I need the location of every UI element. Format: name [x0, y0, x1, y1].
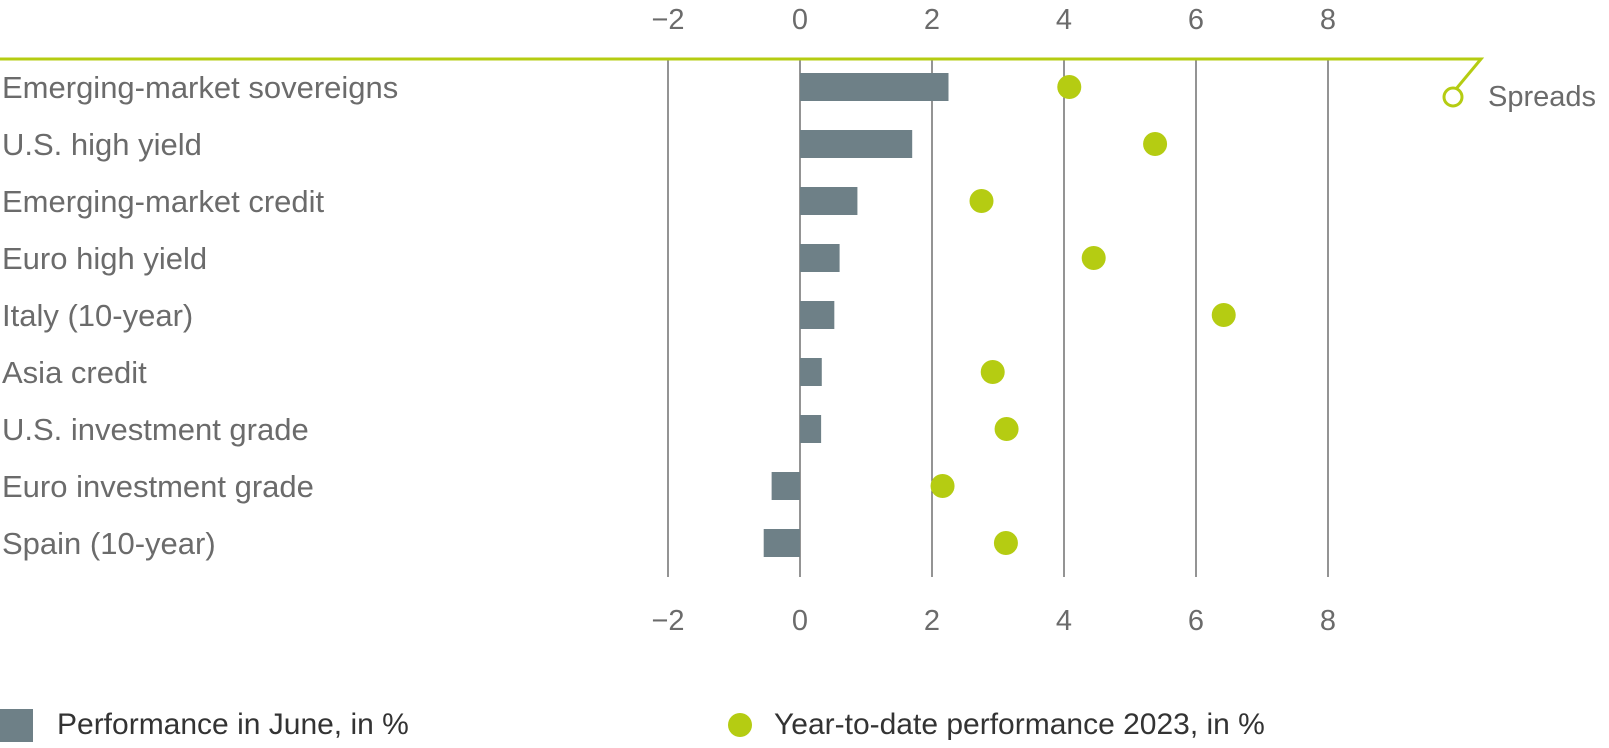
x-tick-label-top: 2	[924, 4, 940, 36]
dot-ytd	[969, 189, 994, 213]
bars-layer	[763, 73, 949, 557]
dots-layer	[930, 75, 1236, 555]
legend-dot-label: Year-to-date performance 2023, in %	[774, 708, 1265, 741]
bar-june	[800, 130, 913, 158]
bar-june	[800, 301, 835, 329]
x-tick-label-bottom: 2	[924, 605, 940, 637]
category-label: U.S. high yield	[2, 127, 202, 162]
legend-dot-item: Year-to-date performance 2023, in %	[728, 708, 1265, 742]
dot-ytd	[1211, 303, 1236, 327]
x-tick-label-bottom: 6	[1188, 605, 1204, 637]
spreads-label: Spreads	[1488, 81, 1596, 113]
category-label: U.S. investment grade	[2, 412, 309, 447]
dot-ytd	[980, 360, 1005, 384]
dot-ytd	[1057, 75, 1082, 99]
category-label: Emerging-market sovereigns	[2, 70, 398, 105]
bar-june	[800, 244, 840, 272]
dot-ytd	[993, 531, 1018, 555]
category-label: Emerging-market credit	[2, 184, 325, 219]
bar-june	[800, 358, 822, 386]
legend-bar-swatch	[0, 708, 33, 742]
bar-june	[800, 415, 822, 443]
x-tick-label-top: 0	[792, 4, 808, 36]
x-tick-label-top: 4	[1056, 4, 1072, 36]
bar-june	[800, 73, 949, 101]
dot-ytd	[1081, 246, 1106, 270]
category-labels: Emerging-market sovereigns U.S. high yiel…	[2, 70, 398, 561]
x-tick-label-bottom: −2	[651, 605, 684, 637]
dot-ytd	[930, 474, 955, 498]
x-tick-label-bottom: 8	[1320, 605, 1336, 637]
bar-june	[763, 529, 800, 557]
dot-ytd	[994, 417, 1019, 441]
bar-june	[800, 187, 858, 215]
bar-june	[771, 472, 800, 500]
category-label: Asia credit	[2, 355, 147, 390]
category-label: Spain (10-year)	[2, 526, 216, 561]
category-label: Italy (10-year)	[2, 298, 193, 333]
legend-dot-swatch	[728, 713, 752, 737]
x-axis-top: −2 0 2 4 6 8	[651, 4, 1336, 36]
x-tick-label-top: 6	[1188, 4, 1204, 36]
x-axis-bottom: −2 0 2 4 6 8	[651, 605, 1336, 637]
legend-bar-item: Performance in June, in %	[0, 708, 409, 742]
legend-bar-label: Performance in June, in %	[57, 708, 409, 741]
x-tick-label-bottom: 0	[792, 605, 808, 637]
x-tick-label-top: 8	[1320, 4, 1336, 36]
spreads-marker	[1442, 86, 1464, 108]
spreads-bracket-line	[0, 57, 1485, 90]
category-label: Euro high yield	[2, 241, 207, 276]
spreads-bracket: Spreads	[0, 57, 1596, 113]
x-tick-label-bottom: 4	[1056, 605, 1072, 637]
x-tick-label-top: −2	[651, 4, 684, 36]
category-label: Euro investment grade	[2, 469, 314, 504]
chart: Emerging-market sovereigns U.S. high yiel…	[0, 4, 1596, 637]
dot-ytd	[1143, 132, 1168, 156]
